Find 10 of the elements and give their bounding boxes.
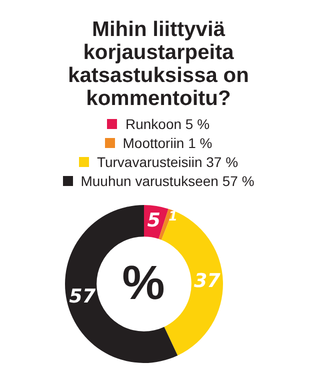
legend-label: Muuhun varustukseen 57 %	[80, 173, 254, 189]
legend-label: Moottoriin 1 %	[122, 135, 212, 151]
data-label: 1	[168, 210, 178, 225]
text: %	[122, 257, 165, 310]
legend-label: Turvavarusteisiin 37 %	[96, 154, 238, 170]
data-label: 5	[146, 210, 160, 232]
legend-label: Runkoon 5 %	[125, 116, 210, 132]
data-label: 57	[68, 286, 96, 308]
chart-title: Mihin liittyviä korjaustarpeita katsastuksissa on kommentoitu?	[67, 18, 250, 110]
data-label: 37	[193, 270, 221, 292]
